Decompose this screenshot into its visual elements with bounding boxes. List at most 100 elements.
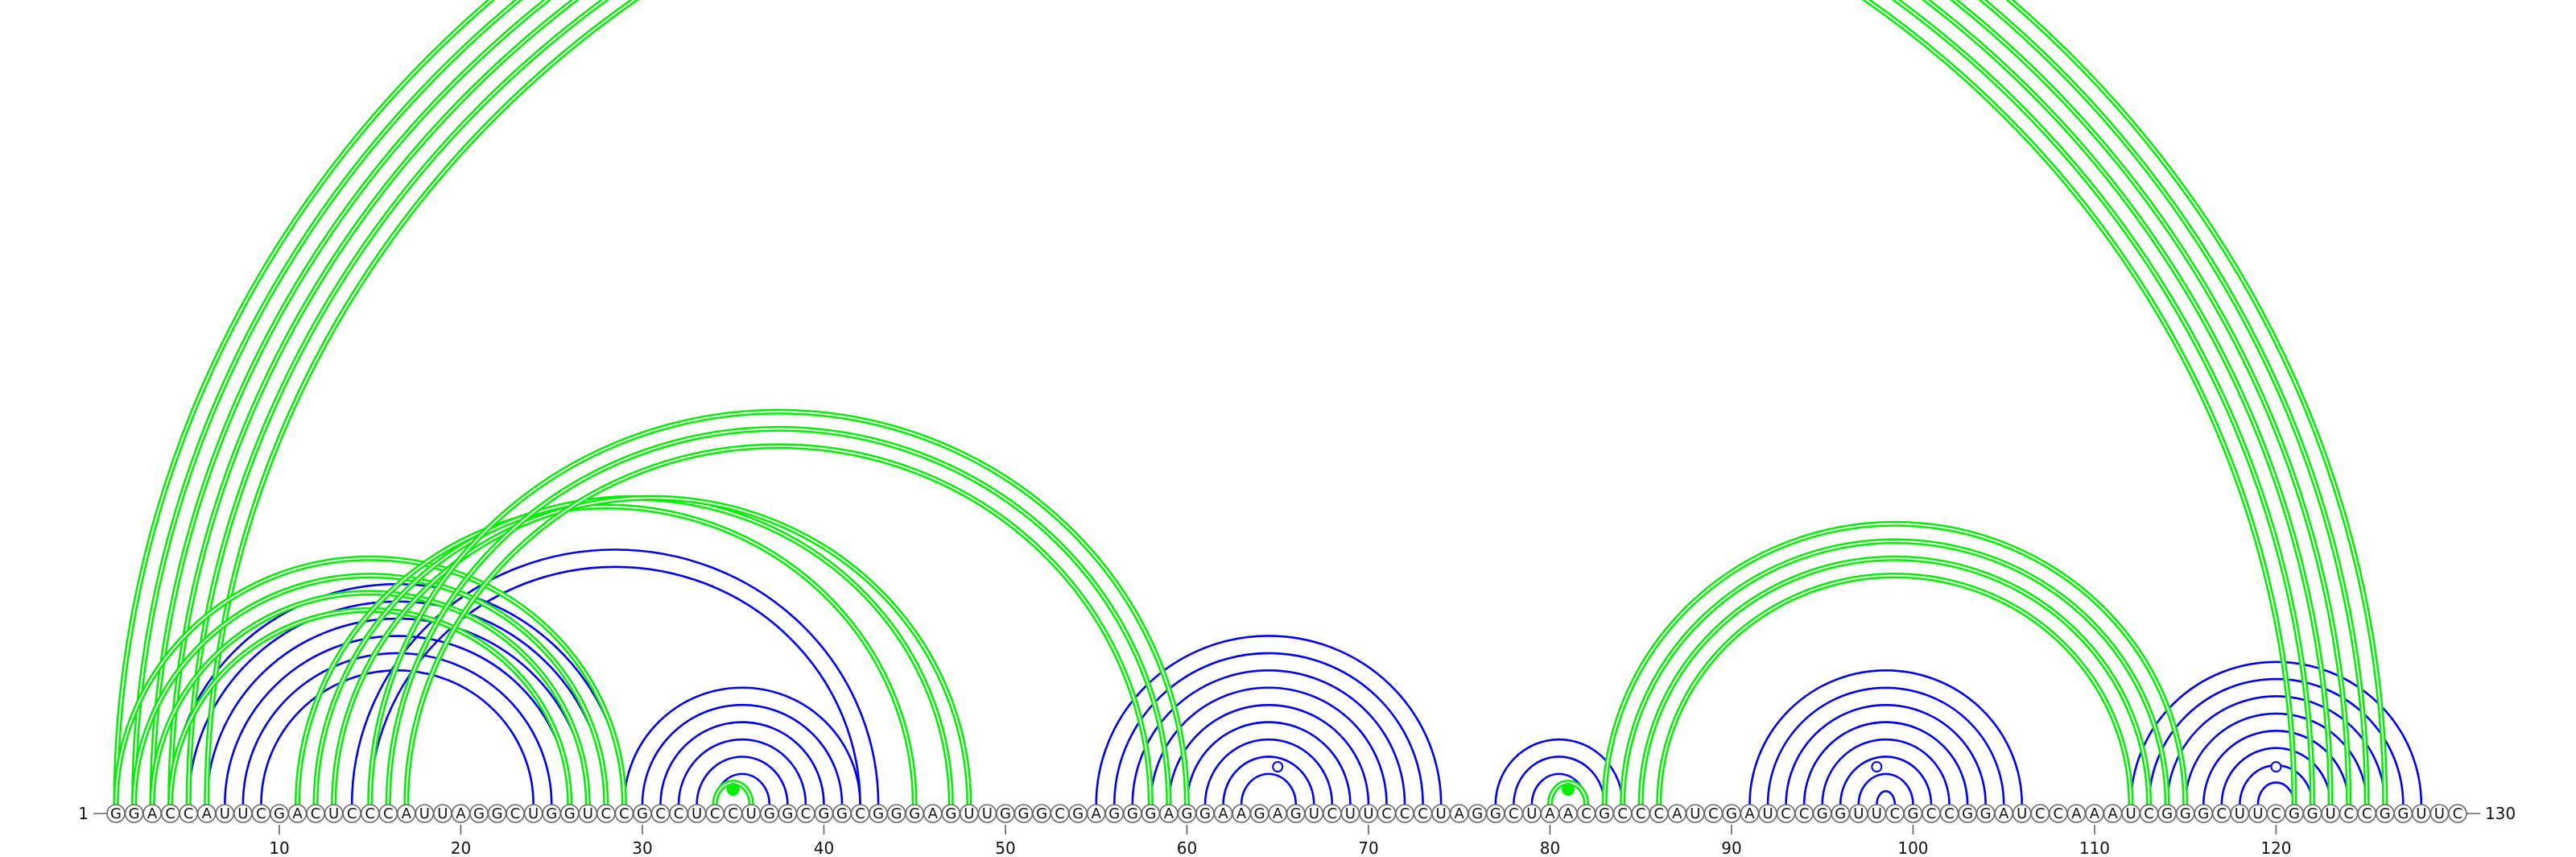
alt-pair-arc [1546,780,1590,805]
tick-label: 40 [814,838,834,857]
tick-label: 60 [1177,838,1197,857]
nucleotide: U [2248,804,2268,823]
base-pair-arc [1876,790,1897,805]
base-pair-arc [1131,669,1406,805]
nucleotide: C [342,804,361,823]
nucleotide: G [1831,804,1851,823]
nucleotide: U [2429,804,2450,823]
base-pair-arc [1821,738,1951,805]
nucleotide-letter: G [2161,805,2173,822]
nucleotide-letter: C [1400,805,1410,822]
nucleotide-letter: U [964,805,974,822]
nucleotide: A [1268,804,1287,823]
base-pair-arc [1785,703,1987,805]
nucleotide: C [251,804,271,823]
nucleotide-letter: A [1455,805,1465,822]
nucleotide-letter: U [1762,805,1773,822]
nucleotide-letter: A [928,805,939,822]
nucleotide-letter: U [746,805,757,822]
nucleotide: C [1922,804,1941,823]
base-pair-arc [1113,652,1424,805]
tick-label: 110 [2079,838,2110,857]
base-pair-arc [1748,669,2024,805]
nucleotide: G [542,804,562,823]
nucleotide: G [2375,804,2395,823]
base-pair-arc [696,756,789,805]
nucleotide: C [2212,804,2231,823]
nucleotide: U [2012,804,2032,823]
nucleotide: C [360,804,380,823]
base-pair-arc [2256,781,2296,805]
nucleotide-letter: G [1980,805,1992,822]
nucleotide-letter: U [1309,805,1319,822]
base-pair-arc [1222,756,1315,805]
nucleotide: G [759,804,779,823]
nucleotide-letter: G [1290,805,1302,822]
nucleotide: U [2412,804,2431,823]
nucleotide: G [270,804,289,823]
nucleotide: C [614,804,634,823]
nucleotide: G [905,804,924,823]
nucleotide-letter: G [274,805,285,822]
nucleotide: C [2448,804,2467,823]
nucleotide-letter: G [1472,805,1483,822]
nucleotide-letter: U [528,805,539,822]
nucleotide-letter: U [982,805,993,822]
nucleotide: A [923,804,943,823]
nucleotide: C [1395,804,1414,823]
base-pair-arc [2129,660,2423,805]
nucleotide-letter: C [1890,805,1901,822]
alt-pair-arc [152,0,2349,805]
nucleotide-letter: C [2217,805,2227,822]
nucleotide-letter: A [147,805,158,822]
nucleotide-letter: C [710,805,720,822]
filled-pair-marker [726,783,740,796]
nucleotide-letter: C [311,805,321,822]
nucleotide: G [2157,804,2177,823]
nucleotide-letter: G [909,805,920,822]
nucleotide-letter: U [1436,805,1447,822]
nucleotide: C [597,804,616,823]
nucleotide-letter: U [419,805,430,822]
nucleotide-letter: G [1000,805,1011,822]
nucleotide: C [2339,804,2359,823]
nucleotide: C [1885,804,1905,823]
nucleotide-letter: A [1236,805,1247,822]
nucleotide: U [523,804,543,823]
nucleotide-letter: C [2054,805,2064,822]
nucleotide-letter: A [2090,805,2100,822]
base-pair-arc [2148,677,2405,805]
nucleotide: G [941,804,961,823]
nucleotide-letter: G [1907,805,1918,822]
nucleotide-letter: G [1254,805,1265,822]
alt-pair-arc [167,0,2334,805]
pair-markers [726,761,2282,796]
nucleotide: U [1758,804,1777,823]
nucleotide: A [196,804,217,823]
nucleotide-letter: A [1092,805,1102,822]
nucleotide: U [687,804,707,823]
tick-label: 80 [1540,838,1560,857]
tick-label: 90 [1721,838,1741,857]
nucleotide: G [1958,804,1977,823]
nucleotide: A [1232,804,1251,823]
nucleotide-letter: U [1363,805,1373,822]
nucleotide: G [2175,804,2195,823]
nucleotide-letter: G [129,805,140,822]
nucleotide-letter: C [1926,805,1937,822]
nucleotide: G [124,804,144,823]
nucleotide: U [1867,804,1887,823]
nucleotide: U [741,804,762,823]
nucleotide: U [1340,804,1360,823]
nucleotide-letter: G [1835,805,1846,822]
nucleotide: C [506,804,525,823]
nucleotide: U [1304,804,1324,823]
nucleotide-letter: C [1055,805,1065,822]
nucleotide-letter: C [1617,805,1628,822]
nucleotide-letter: G [1127,805,1138,822]
base-pair-arc [1513,756,1606,805]
nucleotide: A [142,804,162,823]
nucleotide-letter: C [601,805,612,822]
nucleotide: G [1177,804,1197,823]
